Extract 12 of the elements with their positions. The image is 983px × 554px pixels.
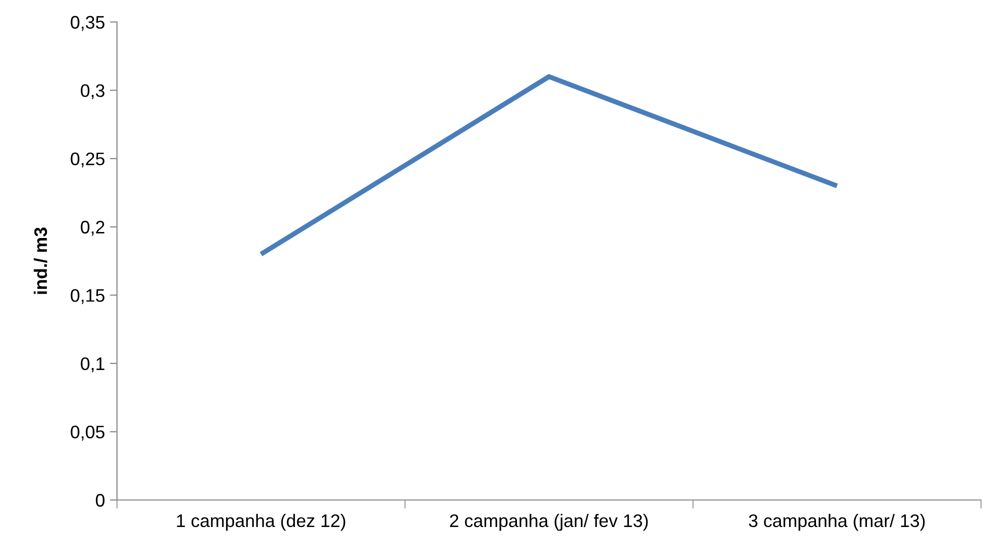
y-tick-label: 0 bbox=[96, 494, 104, 507]
y-axis-title: ind./ m3 bbox=[34, 228, 48, 294]
y-tick-label: 0,05 bbox=[70, 426, 104, 441]
y-tick-label: 0,1 bbox=[80, 357, 104, 372]
x-tick-label: 2 campanha (jan/ fev 13) bbox=[450, 514, 648, 531]
y-tick-label: 0,25 bbox=[70, 152, 104, 168]
y-tick-label: 0,35 bbox=[70, 16, 104, 31]
x-tick-label: 1 campanha (dez 12) bbox=[177, 514, 346, 531]
x-tick-label: 3 campanha (mar/ 13) bbox=[748, 514, 925, 531]
y-tick-label: 0,15 bbox=[70, 289, 104, 304]
y-tick-label: 0,3 bbox=[80, 84, 104, 100]
y-tick-label: 0,2 bbox=[80, 220, 104, 236]
